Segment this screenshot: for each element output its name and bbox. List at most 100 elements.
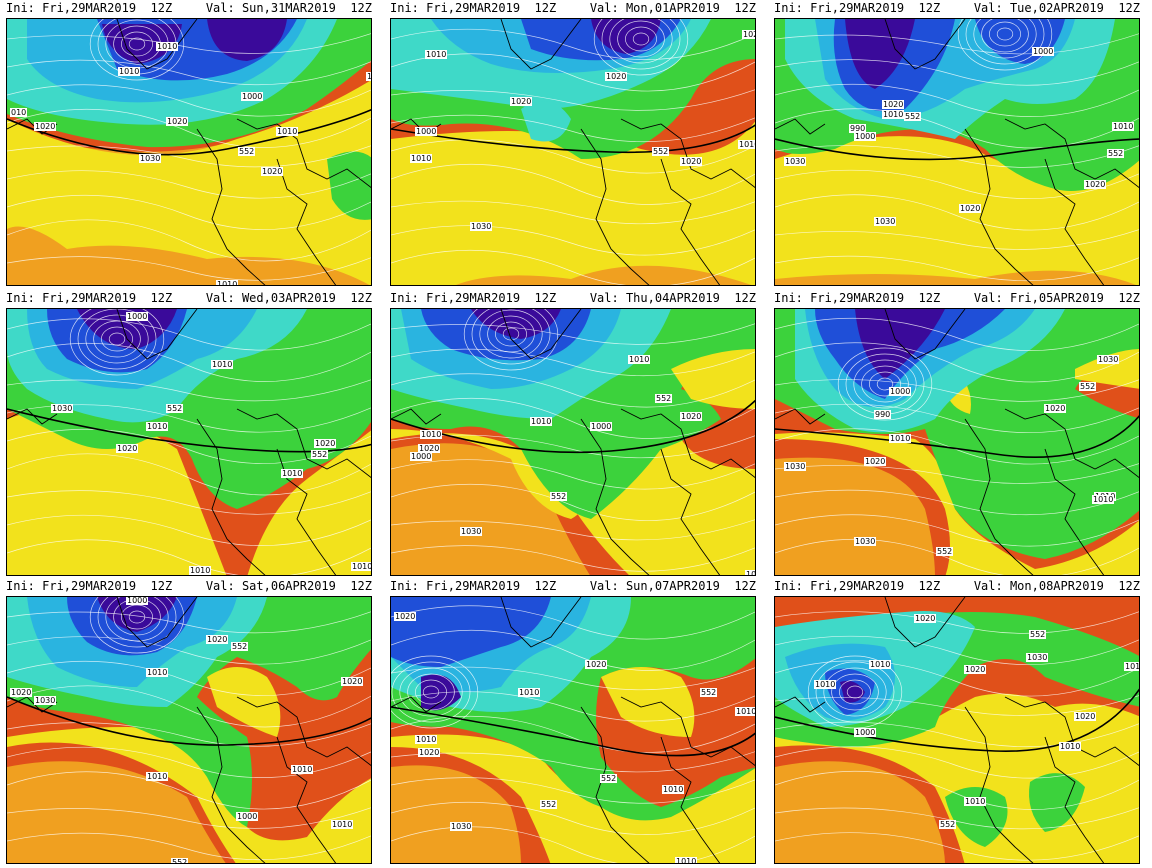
contour-value-label: 1020 (366, 72, 371, 81)
valid-time-label: Val: Sat,06APR2019 12Z (205, 579, 372, 593)
low-pressure-contour (471, 309, 551, 365)
low-pressure-contour (876, 377, 894, 391)
low-pressure-contour (957, 19, 1053, 71)
isobar-line (391, 114, 755, 143)
svg-text:1020: 1020 (681, 157, 701, 166)
isobar-line (391, 323, 755, 345)
svg-text:1020: 1020 (1085, 180, 1105, 189)
field-region-orange (391, 443, 590, 575)
panel-header: Ini: Fri,29MAR2019 12Z Val: Sun,07APR2019… (384, 578, 762, 594)
isobar-line (7, 514, 371, 546)
svg-text:1010: 1010 (282, 469, 302, 478)
552-thickness-line (7, 108, 371, 156)
geopotential-field: 1000 1020 552 1010 1020 1030 1010 1010 1000 1010 5… (7, 597, 371, 864)
isobar-line (391, 28, 755, 60)
low-pressure-contour (101, 326, 133, 352)
pressure-map: 1000 1020 990 1010 552 1010 1000 1030 1020 552 102… (774, 18, 1140, 286)
svg-text:1010: 1010 (629, 355, 649, 364)
field-region-orange (391, 765, 521, 863)
contour-value-label: 1010 (331, 820, 353, 829)
low-pressure-contour (128, 37, 146, 51)
isobar-line (7, 490, 371, 515)
svg-text:1000: 1000 (411, 452, 431, 461)
low-pressure-contour (415, 679, 447, 705)
contour-value-label: 1020 (510, 97, 532, 106)
svg-text:1020: 1020 (965, 665, 985, 674)
valid-time-label: Val: Mon,01APR2019 12Z (589, 1, 756, 15)
isobar-line (775, 255, 1139, 282)
contour-value-label: 1010 (745, 570, 755, 575)
low-pressure-contour (973, 19, 1037, 59)
contour-value-label: 1020 (914, 614, 936, 623)
isobar-line (7, 379, 371, 402)
isobar-line (7, 611, 371, 634)
552-thickness-line (775, 688, 1139, 753)
contour-value-label: 1030 (460, 527, 482, 536)
svg-text:1000: 1000 (855, 728, 875, 737)
svg-text:1010: 1010 (870, 660, 890, 669)
isobar-line (7, 832, 371, 861)
panel-header: Ini: Fri,29MAR2019 12Z Val: Tue,02APR2019… (768, 0, 1146, 16)
svg-text:1030: 1030 (1098, 355, 1118, 364)
low-pressure-contour (85, 314, 149, 364)
svg-text:1020: 1020 (743, 30, 756, 39)
isobar-line (391, 249, 755, 285)
field-region-orange (775, 457, 935, 575)
isobar-line (775, 83, 1139, 117)
isobar-line (775, 635, 1139, 665)
contour-value-label: 1000 (126, 597, 148, 605)
contour-value-label: 1010 (146, 668, 168, 677)
contour-value-label: 552 (936, 547, 953, 556)
svg-text:1020: 1020 (117, 444, 137, 453)
low-pressure-contour (399, 667, 463, 717)
panel-header: Ini: Fri,29MAR2019 12Z Val: Mon,08APR2019… (768, 578, 1146, 594)
isobar-line (775, 59, 1139, 86)
coastline (7, 597, 371, 863)
contour-value-label: 1000 (126, 312, 148, 321)
contour-value-label: 1030 (51, 404, 73, 413)
isobar-line (391, 545, 755, 572)
contour-value-label: 1010 (1124, 662, 1139, 671)
svg-text:1030: 1030 (461, 527, 481, 536)
init-time-label: Ini: Fri,29MAR2019 12Z (390, 291, 557, 305)
svg-text:1010: 1010 (739, 140, 756, 149)
svg-text:1010: 1010 (411, 154, 431, 163)
low-pressure-contour (593, 19, 689, 76)
contour-value-label: 1020 (1044, 404, 1066, 413)
isobar-line (391, 777, 755, 804)
isobar-line (775, 611, 1139, 634)
svg-text:1000: 1000 (127, 312, 147, 321)
contour-value-label: 1010 (146, 772, 168, 781)
isobar-line (775, 169, 1139, 199)
isobar-line (391, 348, 755, 377)
svg-text:1020: 1020 (915, 614, 935, 623)
svg-text:1010: 1010 (119, 67, 139, 76)
pressure-map: 1000 1020 552 1010 1020 1030 1010 1010 1000 1010 5… (6, 596, 372, 864)
552-thickness-line (7, 696, 371, 746)
contour-value-label: 1010 (146, 422, 168, 431)
contour-value-label: 1030 (470, 222, 492, 231)
contour-value-label: 1030 (874, 217, 896, 226)
contour-value-label: 1010 (814, 680, 836, 689)
svg-text:552: 552 (172, 858, 187, 864)
contour-value-label: 1010 (735, 707, 755, 716)
contour-value-label: 1020 (418, 748, 440, 757)
contour-value-label: 552 (700, 688, 717, 697)
svg-text:1010: 1010 (352, 562, 372, 571)
svg-text:1000: 1000 (1033, 47, 1053, 56)
contour-value-label: 1010 (211, 360, 233, 369)
contour-value-label: 1020 (1074, 712, 1096, 721)
valid-time-label: Val: Wed,03APR2019 12Z (205, 291, 372, 305)
geopotential-field: 1020 552 1010 1010 1020 1010 552 1010 552 1030 101… (391, 597, 755, 863)
svg-text:1010: 1010 (965, 797, 985, 806)
contour-value-label: 552 (1029, 630, 1046, 639)
contour-value-label: 1000 (415, 127, 437, 136)
low-pressure-contour (93, 320, 141, 358)
pressure-map: 1000990101055210301020102010301010552101… (774, 308, 1140, 576)
contour-value-label: 1020 (959, 204, 981, 213)
geopotential-field: 1000990101055210301020102010301010552101… (775, 309, 1139, 575)
isobar-line (7, 318, 371, 351)
contour-value-label: 552 (652, 147, 669, 156)
svg-text:1010: 1010 (147, 668, 167, 677)
